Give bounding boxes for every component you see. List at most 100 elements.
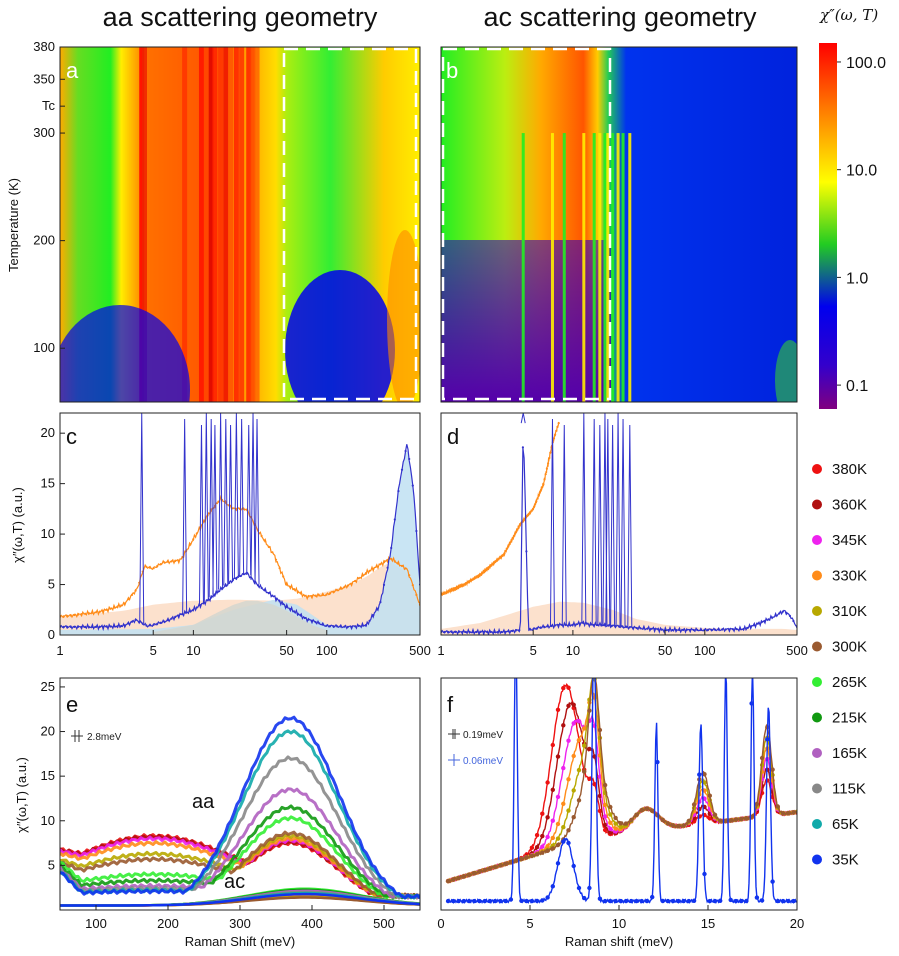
heatmap-a-line: [228, 47, 234, 402]
heatmap-b-line: [598, 133, 602, 402]
panel-d-point: [557, 624, 560, 627]
panel-f-point: [587, 746, 592, 752]
panel-d-point: [510, 539, 513, 542]
panel-a-ytick-label: 350: [33, 71, 55, 86]
panel-c-phonon-peak: [233, 413, 239, 578]
panel-c-point: [120, 624, 123, 628]
panel-c-point: [285, 605, 288, 609]
panel-a-ytick-label: Tc: [42, 98, 56, 113]
panel-d-point: [468, 630, 471, 634]
panel-f-point: [571, 863, 576, 869]
panel-f-point: [519, 856, 524, 862]
panel-f-point: [545, 780, 550, 785]
panel-f-point: [592, 673, 596, 677]
panel-c-point: [66, 614, 69, 618]
panel-d-point: [511, 629, 514, 633]
panel-d-point: [475, 630, 478, 634]
panel-f-series-380K: [447, 683, 797, 883]
panel-c-point: [271, 551, 274, 554]
heatmap-b-line: [521, 133, 525, 402]
panel-c-point: [260, 534, 263, 538]
panel-c-point: [278, 600, 281, 603]
panel-f-point: [451, 877, 456, 882]
panel-e-aa-series-165K: [60, 787, 420, 900]
panel-d-point: [671, 628, 674, 632]
panel-c-point: [102, 625, 105, 628]
panel-f-point: [571, 753, 576, 759]
panel-d-point: [746, 626, 749, 630]
panel-d-point: [507, 630, 510, 633]
title-ac: ac scattering geometry: [483, 2, 757, 32]
panel-c-point: [292, 588, 296, 591]
panel-f-point: [540, 850, 545, 855]
panel-d-point: [493, 630, 496, 634]
panel-f-point: [571, 788, 576, 793]
heatmap-b-line: [621, 133, 625, 402]
panel-d-point: [482, 630, 485, 634]
panel-c-point: [361, 574, 364, 577]
panel-d-point: [479, 630, 482, 634]
panel-d-point: [516, 528, 519, 531]
panel-c-point: [357, 624, 360, 628]
panel-c-point: [141, 622, 144, 625]
panel-c-point: [271, 594, 274, 597]
panel-d-fill-area: [441, 601, 797, 635]
panel-d-point: [535, 500, 538, 503]
panel-c-point: [80, 613, 83, 616]
panel-d-phonon-peak: [610, 424, 616, 626]
colorbar-tick-label: 1.0: [846, 270, 868, 287]
panel-f-point: [707, 816, 712, 821]
panel-c-point: [174, 559, 177, 563]
panel-d-point: [785, 611, 788, 614]
panel-f-point: [555, 707, 561, 712]
legend-label-65K: 65K: [832, 816, 859, 833]
heatmap-a-line: [139, 47, 145, 402]
panel-c-point: [282, 603, 285, 606]
panel-f-point: [786, 898, 791, 904]
panel-c-point: [130, 593, 134, 597]
panel-f-point: [718, 898, 723, 903]
panel-f-xtick-label: 15: [701, 916, 715, 931]
panel-c-point: [134, 618, 137, 622]
panel-c-point: [152, 623, 155, 626]
panel-c-point: [84, 612, 87, 615]
panel-d-point: [543, 478, 546, 481]
colorbar-gradient: [819, 43, 837, 409]
panel-c-point: [62, 625, 65, 629]
panel-f-point: [707, 793, 712, 798]
panel-c-point: [112, 625, 116, 628]
panel-f-point: [561, 801, 566, 806]
panel-f-point: [660, 817, 665, 823]
heatmap-b-line: [616, 133, 620, 402]
panel-f-point: [634, 812, 639, 817]
panel-c-point: [339, 625, 342, 628]
panel-c-point: [105, 608, 108, 611]
panel-c-point: [390, 557, 393, 560]
panel-f-point: [534, 832, 540, 838]
legend-marker-165K: [812, 748, 822, 758]
panel-c-point: [84, 625, 87, 629]
panel-f-series-330K: [447, 689, 797, 884]
heatmap-b-phonon-lines: [521, 133, 632, 402]
panel-c-point: [91, 611, 94, 614]
panel-f-xtick-label: 20: [790, 916, 804, 931]
panel-d-point: [632, 626, 635, 629]
panel-f-point: [582, 743, 587, 748]
heatmap-b-line: [628, 133, 632, 402]
panel-c-point: [300, 614, 303, 617]
panel-c-point: [109, 607, 112, 610]
panel-f-point: [602, 802, 608, 808]
panel-c-point: [382, 583, 386, 587]
panel-c-point: [130, 620, 134, 623]
heatmap-b-cold-region: [441, 240, 611, 402]
panel-f-point: [576, 767, 582, 773]
panel-d-point: [549, 451, 552, 454]
panel-f-point: [550, 835, 555, 841]
panel-f-point: [780, 898, 786, 904]
panel-d-point: [507, 545, 510, 548]
heatmap-b-line: [603, 133, 607, 402]
panel-f-point: [681, 823, 686, 828]
panel-f-point: [602, 814, 608, 819]
heatmap-a-line: [203, 47, 209, 402]
panel-c-point: [170, 560, 173, 563]
